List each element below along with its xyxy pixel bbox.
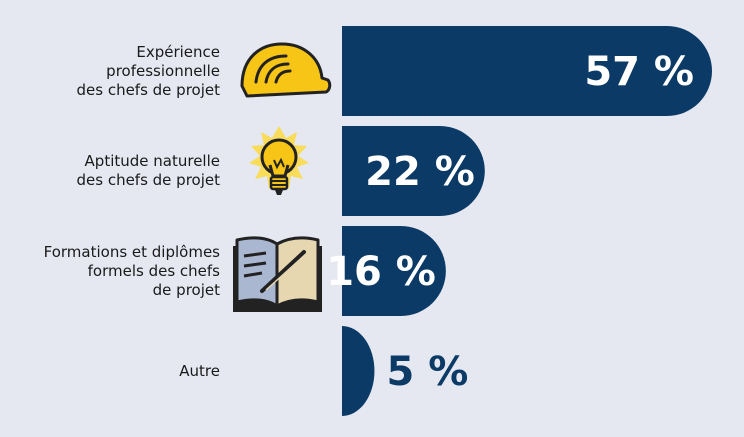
category-label-line: Autre [179,361,220,380]
category-label-line: de projet [152,280,220,299]
category-label-line: des chefs de projet [76,80,220,99]
bar-4 [342,326,375,416]
lightbulb-icon [249,126,309,195]
category-label-2: Aptitude naturelle des chefs de projet [0,152,220,190]
category-label-3: Formations et diplômes formels des chefs d… [0,243,220,300]
category-label-line: des chefs de projet [76,171,220,189]
bar-1 [342,26,712,116]
value-labels-layer: 57 % 22 % 16 % 5 % [326,49,694,395]
category-label-line: professionnelle [106,61,220,80]
category-label-line: Aptitude naturelle [84,152,220,170]
hard-hat-icon [240,42,332,98]
value-label-2: 22 % [365,149,475,195]
bars-layer [342,26,712,416]
value-label-4: 5 % [386,349,468,395]
bar-3 [342,226,446,316]
category-label-line: Expérience [136,42,220,61]
category-label-1: Expérience professionnelle des chefs de pr… [0,43,220,100]
open-book-icon [233,236,322,312]
category-label-line: Formations et diplômes [43,242,220,261]
category-label-line: formels des chefs [87,261,220,280]
value-label-1: 57 % [584,49,694,95]
value-label-3: 16 % [326,249,436,295]
bar-2 [342,126,485,216]
category-label-4: Autre [0,362,220,381]
